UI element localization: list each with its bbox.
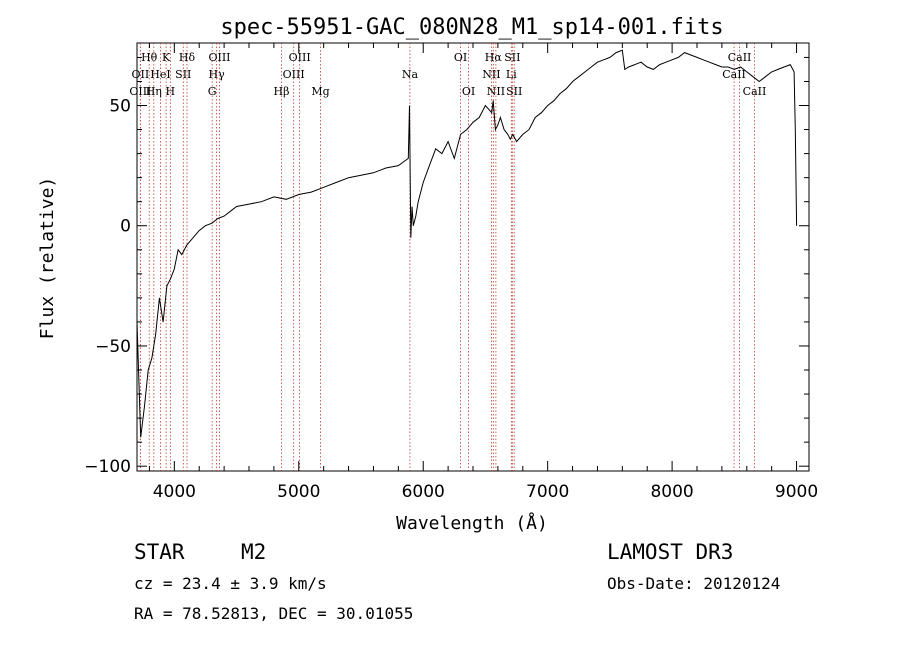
- x-tick-label: 7000: [526, 482, 569, 502]
- redshift-cz: cz = 23.4 ± 3.9 km/s: [134, 574, 327, 593]
- obs-date: Obs-Date: 20120124: [607, 574, 780, 593]
- object-subclass: M2: [241, 540, 266, 564]
- spectral-line-label: SII: [175, 68, 191, 81]
- spectral-line-label: OIII: [208, 51, 230, 64]
- spectral-line-label: CaII: [728, 51, 752, 64]
- plot-frame: [136, 42, 810, 472]
- spectral-line-label: Mg: [311, 85, 329, 98]
- spectral-line-label: OII: [132, 68, 150, 81]
- spectral-line-label: SII: [504, 51, 520, 64]
- spectral-line-labels: Hθ OII OIII K HeI Hη SII H Hδ OIII Hγ G OIII OIII Hβ Mg…: [129, 51, 766, 98]
- spectral-line-label: Li: [506, 68, 517, 81]
- chart-title: spec-55951-GAC_080N28_M1_sp14-001.fits: [220, 15, 723, 40]
- x-axis-ticks: 4000 5000 6000 7000 8000 9000: [148, 43, 818, 502]
- spectral-line-label: K: [162, 51, 171, 64]
- spectral-line-label: Hθ: [141, 51, 158, 64]
- x-tick-label: 4000: [153, 482, 196, 502]
- spectral-line-label: CaII: [743, 85, 767, 98]
- y-tick-label: −50: [95, 337, 131, 357]
- spectral-line-markers: [139, 43, 755, 471]
- spectral-line-label: OI: [454, 51, 467, 64]
- spectral-line-label: OIII: [129, 85, 151, 98]
- spectral-line-label: CaII: [722, 68, 746, 81]
- coordinates: RA = 78.52813, DEC = 30.01055: [134, 604, 413, 623]
- spectral-line-label: NII: [487, 85, 505, 98]
- y-axis-ticks: −100 −50 0 50: [84, 56, 809, 477]
- spectral-line-label: NII: [482, 68, 500, 81]
- y-tick-label: 0: [120, 217, 131, 237]
- object-class: STAR: [134, 540, 185, 564]
- spectral-line-label: SII: [506, 85, 522, 98]
- spectrum-line: [136, 49, 798, 438]
- spectral-line-label: Hβ: [274, 85, 290, 98]
- x-tick-label: 6000: [402, 482, 445, 502]
- x-tick-label: 8000: [650, 482, 693, 502]
- spectral-line-label: Hα: [485, 51, 503, 64]
- spectral-line-label: Hδ: [179, 51, 196, 64]
- spectral-line-label: H: [166, 85, 176, 98]
- spectral-line-label: Na: [402, 68, 419, 81]
- spectral-line-label: OI: [462, 85, 475, 98]
- x-tick-label: 5000: [277, 482, 320, 502]
- x-tick-label: 9000: [775, 482, 818, 502]
- spectral-line-label: Hγ: [209, 68, 226, 81]
- y-tick-label: 50: [109, 97, 131, 117]
- spectral-line-label: OIII: [289, 51, 311, 64]
- y-tick-label: −100: [84, 457, 131, 477]
- spectral-line-label: OIII: [283, 68, 305, 81]
- survey-name: LAMOST DR3: [607, 540, 733, 564]
- y-axis-label: Flux (relative): [37, 177, 58, 340]
- x-axis-label: Wavelength (Å): [396, 512, 548, 534]
- spectral-line-label: HeI: [150, 68, 170, 81]
- spectral-line-label: Hη: [146, 85, 162, 98]
- spectral-line-label: G: [208, 85, 217, 98]
